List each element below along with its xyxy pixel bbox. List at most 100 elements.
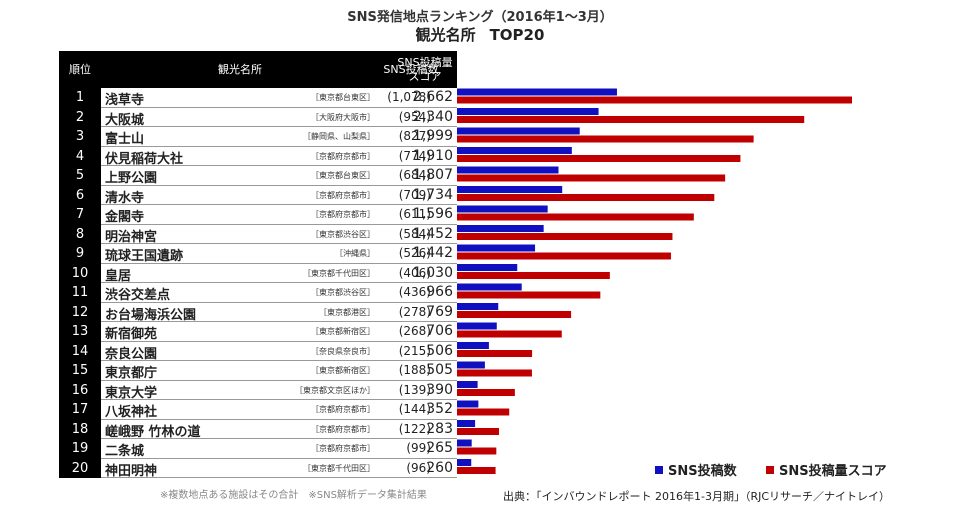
place-name: 明治神宮 [105,229,158,245]
bar-posts [457,342,489,349]
table-row: 19 二条城 ［京都府京都市］ (99) 265 [59,439,457,459]
place-name: 皇居 [105,268,132,284]
bar-score [457,447,497,455]
rank-cell: 16 [59,380,101,400]
bar-posts [457,459,472,466]
bar-score [457,155,741,162]
place-location: ［京都府京都市］ [311,444,375,453]
place-name: 金閣寺 [105,210,145,225]
place-name: 八坂神社 [105,405,158,420]
bar-posts [457,166,559,174]
place-location: ［大阪府大阪市］ [311,112,375,122]
rank-cell: 12 [59,302,101,322]
name-cell: 浅草寺 ［東京都台東区］ [101,88,379,108]
bar-posts [457,381,478,388]
table-row: 10 皇居 ［東京都千代田区］ (406) 1,030 [59,263,457,284]
name-cell: 渋谷交差点 ［東京都渋谷区］ [101,283,379,303]
place-name: 浅草寺 [105,93,145,108]
rank-cell: 10 [59,263,101,283]
rank-cell: 19 [59,439,101,459]
bar-posts [457,420,476,427]
bar-score [457,194,715,201]
bar-score [457,252,671,260]
bar-score [457,116,805,123]
header-name: 観光名所 [218,62,262,76]
table-row: 15 東京都庁 ［東京都新宿区］ (188) 505 [59,361,457,381]
bar-score [457,96,852,104]
table-row: 1 浅草寺 ［東京都台東区］ (1,078) 2,662 [59,88,457,108]
legend-score-label: SNS投稿量スコア [779,464,887,479]
name-cell: 上野公園 ［東京都台東区］ [101,166,379,186]
place-name: 琉球王国遺跡 [105,249,184,264]
table-row: 4 伏見稲荷大社 ［京都府京都市］ (774) 1,910 [59,146,457,167]
bar-posts [457,147,572,154]
bar-posts [457,283,522,291]
bar-posts [457,108,599,115]
subtitle-main: 観光名所 [415,26,476,44]
place-name: 奈良公園 [105,346,158,362]
bar-score [457,428,499,435]
name-cell: 新宿御苑 ［東京都新宿区］ [101,322,379,342]
place-name: 二条城 [105,444,145,459]
name-cell: 奈良公園 ［奈良県奈良市］ [101,342,379,362]
bar-score [457,389,515,396]
post-score: 1,999 [393,127,457,147]
bar-score [457,233,673,240]
post-score: 352 [393,400,457,420]
post-score: 260 [393,459,457,478]
bar-posts [457,205,548,213]
header-score: SNS投稿量 スコア [393,51,457,88]
place-location: ［京都府京都市］ [311,190,375,200]
place-name: 新宿御苑 [105,327,158,342]
bar-score [457,213,694,221]
place-name: 上野公園 [105,171,158,186]
name-cell: 嵯峨野 竹林の道 ［京都府京都市］ [101,420,379,440]
bar-score [457,135,754,143]
place-name: 神田明神 [105,463,158,479]
table-row: 18 嵯峨野 竹林の道 ［京都府京都市］ (122) 283 [59,419,457,440]
post-score: 505 [393,361,457,381]
place-location: ［東京都渋谷区］ [311,229,375,239]
table-row: 8 明治神宮 ［東京都渋谷区］ (584) 1,452 [59,224,457,245]
rank-cell: 17 [59,400,101,420]
bar-posts [457,186,563,193]
table-header: 順位 観光名所 SNS投稿数 SNS投稿量 スコア [59,51,457,88]
rank-cell: 20 [59,458,101,478]
place-name: 清水寺 [105,190,145,206]
place-location: ［東京都台東区］ [311,93,375,102]
legend-posts: SNS投稿数 [655,460,737,479]
post-score: 1,452 [393,225,457,244]
name-cell: 清水寺 ［京都府京都市］ [101,186,379,206]
rank-cell: 14 [59,341,101,361]
bar-posts [457,244,536,252]
bar-posts [457,361,485,369]
bar-posts [457,400,479,408]
table-row: 20 神田明神 ［東京都千代田区］ (96) 260 [59,458,457,479]
place-name: 渋谷交差点 [105,288,171,303]
name-cell: 伏見稲荷大社 ［京都府京都市］ [101,147,379,167]
place-location: ［東京都新宿区］ [311,366,375,375]
name-cell: 大阪城 ［大阪府大阪市］ [101,108,379,128]
bar-posts [457,303,499,310]
place-name: 東京都庁 [105,366,158,381]
table-row: 7 金閣寺 ［京都府京都市］ (611) 1,596 [59,205,457,225]
rank-cell: 3 [59,127,101,147]
rank-cell: 18 [59,419,101,439]
bar-posts [457,439,472,447]
name-cell: 富士山 ［静岡県、山梨県］ [101,127,379,147]
bar-posts [457,127,580,135]
place-name: 富士山 [105,132,145,147]
place-name: 大阪城 [105,112,145,128]
bar-score [457,408,510,416]
bar-score [457,311,572,318]
post-score: 1,734 [393,186,457,205]
header-score-line2: スコア [408,69,442,83]
post-score: 966 [393,283,457,303]
bar-score [457,369,532,377]
footnote: ※複数地点ある施設はその合計 ※SNS解析データ集計結果 [160,490,427,501]
place-location: ［東京都台東区］ [311,171,375,180]
name-cell: 明治神宮 ［東京都渋谷区］ [101,225,379,245]
name-cell: 二条城 ［京都府京都市］ [101,439,379,459]
table-row: 3 富士山 ［静岡県、山梨県］ (827) 1,999 [59,127,457,147]
